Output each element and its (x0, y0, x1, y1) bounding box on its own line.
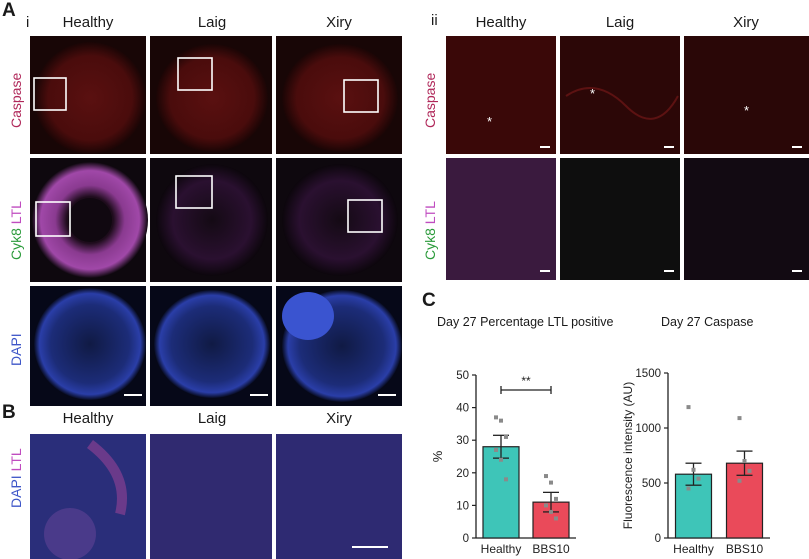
y-tick-label: 0 (463, 533, 469, 545)
col-header-xiry-aii: Xiry (733, 14, 759, 31)
asterisk-healthy: * (487, 114, 493, 129)
panel-a-ii-image-grid (446, 36, 809, 280)
data-point (686, 486, 691, 491)
chart-ltl-positive: 0 10 20 30 40 50% Healthy BBS10 ** (430, 370, 576, 556)
row-label-caspase-aii: Caspase (422, 72, 438, 128)
sub-panel-i-label: i (26, 14, 30, 31)
y-tick-label: 50 (456, 370, 469, 382)
col-header-xiry-b: Xiry (326, 410, 352, 427)
data-point (742, 459, 747, 463)
col-header-laig-aii: Laig (605, 14, 635, 31)
data-point (544, 503, 548, 508)
y-tick-label: 500 (642, 478, 661, 490)
data-point (494, 447, 498, 452)
data-point (696, 476, 701, 481)
data-point (747, 468, 752, 473)
panel-a-i-image-grid (30, 36, 402, 406)
bar-healthy (482, 446, 520, 539)
y-tick-label: 30 (456, 435, 469, 447)
y-axis-label: Fluorescence intensity (AU) (621, 382, 635, 529)
col-header-healthy-aii: Healthy (475, 14, 527, 31)
data-point (554, 496, 558, 501)
y-tick-label: 40 (456, 403, 469, 415)
col-header-healthy-b: Healthy (62, 410, 114, 427)
x-tick-label: BBS10 (532, 542, 570, 556)
col-header-laig-ai: Laig (197, 14, 227, 31)
chart2-title: Day 27 Caspase (661, 315, 754, 329)
panel-b-image-grid (30, 434, 402, 559)
ltl-label: LTL (8, 201, 24, 225)
col-header-laig-b: Laig (197, 410, 227, 427)
y-tick-label: 0 (655, 533, 661, 545)
row-label-dapi-ltl-b: DAPI LTL (8, 448, 24, 508)
data-point (494, 415, 498, 420)
data-point (544, 474, 548, 479)
x-tick-label: BBS10 (726, 542, 764, 556)
row-label-cyk8-ltl-aii: Cyk8 LTL (422, 201, 438, 260)
data-point (691, 467, 696, 472)
asterisk-laig: * (590, 86, 596, 101)
ltl-label: LTL (8, 448, 24, 472)
data-point (737, 478, 742, 483)
y-axis-label: % (430, 450, 445, 462)
panel-b-label: B (2, 402, 16, 423)
panel-c-label: C (422, 290, 436, 311)
y-tick-label: 10 (456, 500, 469, 512)
sub-panel-ii-label: ii (431, 12, 438, 29)
data-point (686, 405, 691, 410)
y-tick-label: 20 (456, 468, 469, 480)
col-header-xiry-ai: Xiry (326, 14, 352, 31)
row-label-caspase-ai: Caspase (8, 72, 24, 128)
col-header-healthy-ai: Healthy (62, 14, 114, 31)
data-point (737, 416, 742, 421)
cyk8-label: Cyk8 (8, 228, 24, 260)
chart1-title: Day 27 Percentage LTL positive (437, 315, 614, 329)
row-label-cyk8-ltl-ai: Cyk8 LTL (8, 201, 24, 260)
significance-label: ** (521, 374, 531, 388)
data-point (504, 477, 508, 482)
data-point (499, 418, 503, 423)
data-point (549, 480, 553, 485)
y-tick-label: 1000 (635, 423, 661, 435)
y-tick-label: 1500 (635, 368, 661, 380)
data-point (549, 509, 553, 514)
data-point (504, 434, 508, 439)
row-label-dapi-ai: DAPI (8, 333, 24, 366)
panel-a-label: A (2, 0, 16, 21)
cyk8-label: Cyk8 (422, 228, 438, 260)
x-tick-label: Healthy (481, 542, 522, 556)
dapi-label: DAPI (8, 475, 24, 508)
data-point (499, 457, 503, 462)
ltl-label: LTL (422, 201, 438, 225)
data-point (554, 516, 558, 521)
x-tick-label: Healthy (673, 542, 714, 556)
asterisk-xiry: * (744, 103, 750, 118)
